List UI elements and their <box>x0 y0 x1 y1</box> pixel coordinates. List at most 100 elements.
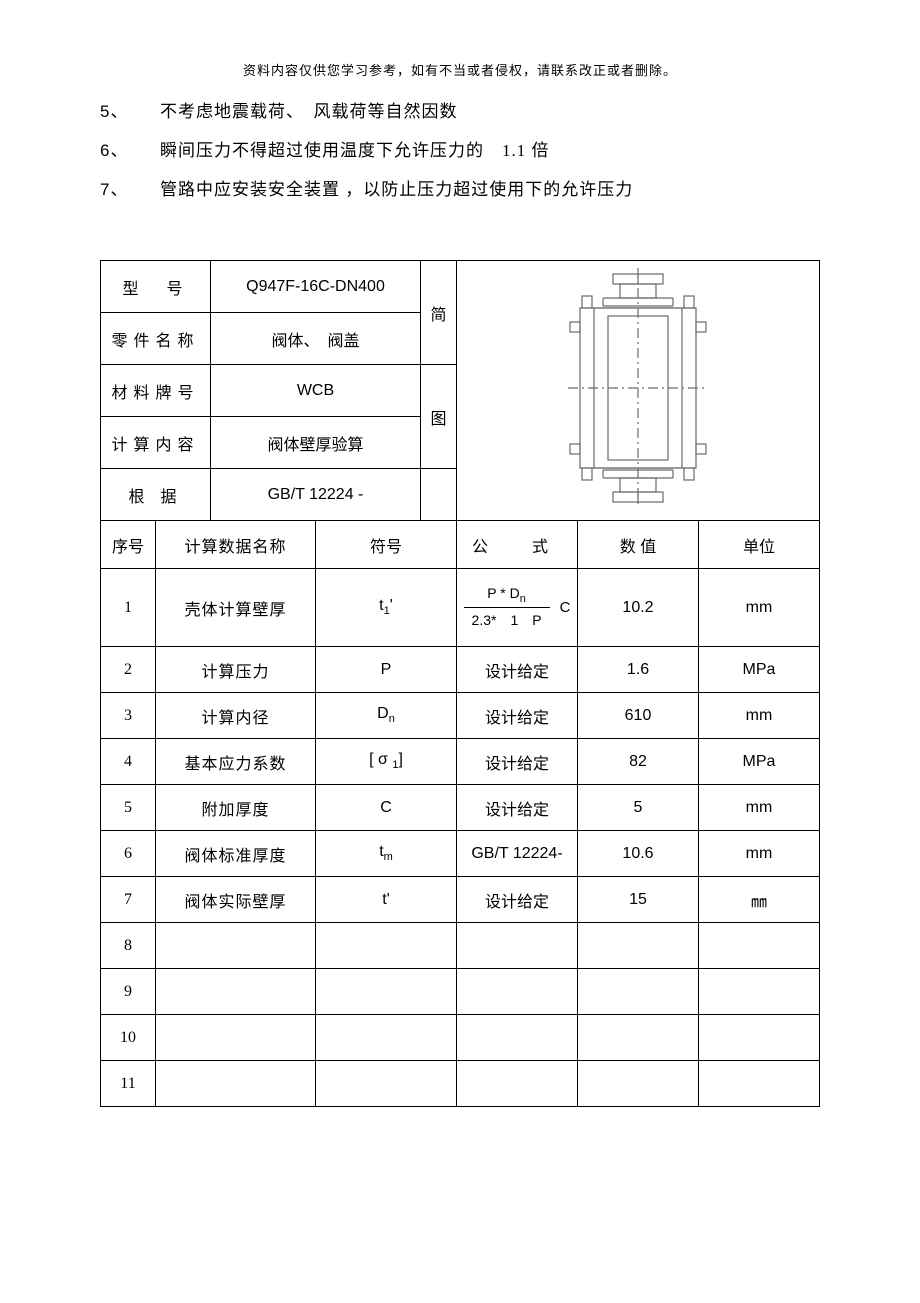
part-label: 零件名称 <box>101 313 211 365</box>
cell-unit: mm <box>699 693 820 739</box>
table-row: 7阀体实际壁厚t'设计给定15㎜ <box>101 877 820 923</box>
cell-no: 11 <box>101 1061 156 1107</box>
table-row: 6阀体标准厚度tmGB/T 12224-10.6mm <box>101 831 820 877</box>
cell-unit: MPa <box>699 739 820 785</box>
table-row: 1壳体计算壁厚t1'P * Dn2.3* 1 PC10.2mm <box>101 569 820 647</box>
cell-unit <box>699 1061 820 1107</box>
diagram-label-1: 简 <box>421 261 457 365</box>
cell-no: 9 <box>101 969 156 1015</box>
diagram-label-2: 图 <box>421 365 457 469</box>
hdr-name: 计算数据名称 <box>156 521 316 569</box>
cell-no: 7 <box>101 877 156 923</box>
cell-formula <box>457 1061 578 1107</box>
cell-no: 6 <box>101 831 156 877</box>
cell-symbol <box>316 969 457 1015</box>
list-text: 瞬间压力不得超过使用温度下允许压力的 1.1 倍 <box>160 136 820 161</box>
cell-value <box>578 1015 699 1061</box>
cell-symbol <box>316 1061 457 1107</box>
cell-value: 15 <box>578 877 699 923</box>
cell-no: 10 <box>101 1015 156 1061</box>
hdr-formula: 公 式 <box>457 521 578 569</box>
cell-value: 10.2 <box>578 569 699 647</box>
cell-symbol: [ σ 1] <box>316 739 457 785</box>
calc-header-row: 序号 计算数据名称 符号 公 式 数 值 单位 <box>101 521 820 569</box>
cell-value: 82 <box>578 739 699 785</box>
spec-table: 型 号 Q947F-16C-DN400 简 <box>100 260 820 1107</box>
cell-symbol: t1' <box>316 569 457 647</box>
cell-unit <box>699 1015 820 1061</box>
table-row: 8 <box>101 923 820 969</box>
cell-formula <box>457 1015 578 1061</box>
cell-unit: mm <box>699 831 820 877</box>
cell-value: 610 <box>578 693 699 739</box>
content-label: 计算内容 <box>101 417 211 469</box>
list-no: 6、 <box>100 136 160 161</box>
notes-list: 5、 不考虑地震载荷、 风载荷等自然因数 6、 瞬间压力不得超过使用温度下允许压… <box>100 97 820 200</box>
cell-unit <box>699 969 820 1015</box>
valve-diagram-icon <box>457 268 819 508</box>
cell-name <box>156 1061 316 1107</box>
cell-unit: ㎜ <box>699 877 820 923</box>
table-row: 5附加厚度C设计给定5mm <box>101 785 820 831</box>
hdr-symbol: 符号 <box>316 521 457 569</box>
material-value: WCB <box>211 365 421 417</box>
cell-value: 10.6 <box>578 831 699 877</box>
cell-formula: 设计给定 <box>457 877 578 923</box>
cell-no: 5 <box>101 785 156 831</box>
cell-unit <box>699 923 820 969</box>
cell-symbol: Dn <box>316 693 457 739</box>
cell-symbol <box>316 923 457 969</box>
cell-value <box>578 969 699 1015</box>
cell-no: 8 <box>101 923 156 969</box>
table-row: 9 <box>101 969 820 1015</box>
cell-name <box>156 923 316 969</box>
hdr-unit: 单位 <box>699 521 820 569</box>
list-text: 管路中应安装安全装置 ，以防止压力超过使用下的允许压力 <box>160 175 820 200</box>
cell-formula: 设计给定 <box>457 739 578 785</box>
cell-unit: mm <box>699 785 820 831</box>
cell-name: 壳体计算壁厚 <box>156 569 316 647</box>
table-row: 10 <box>101 1015 820 1061</box>
cell-name: 阀体实际壁厚 <box>156 877 316 923</box>
cell-symbol: tm <box>316 831 457 877</box>
cell-name: 附加厚度 <box>156 785 316 831</box>
cell-name: 基本应力系数 <box>156 739 316 785</box>
list-item: 7、 管路中应安装安全装置 ，以防止压力超过使用下的允许压力 <box>100 175 820 200</box>
cell-formula <box>457 969 578 1015</box>
part-value: 阀体、 阀盖 <box>211 313 421 365</box>
cell-name: 计算内径 <box>156 693 316 739</box>
hdr-value: 数 值 <box>578 521 699 569</box>
diagram-label-blank <box>421 469 457 521</box>
cell-no: 4 <box>101 739 156 785</box>
table-row: 2计算压力P设计给定1.6MPa <box>101 647 820 693</box>
cell-value: 1.6 <box>578 647 699 693</box>
cell-formula: GB/T 12224- <box>457 831 578 877</box>
cell-value: 5 <box>578 785 699 831</box>
cell-symbol: C <box>316 785 457 831</box>
cell-unit: MPa <box>699 647 820 693</box>
cell-symbol: P <box>316 647 457 693</box>
cell-formula: 设计给定 <box>457 647 578 693</box>
model-label: 型 号 <box>101 261 211 313</box>
list-no: 5、 <box>100 97 160 122</box>
hdr-no: 序号 <box>101 521 156 569</box>
cell-name: 计算压力 <box>156 647 316 693</box>
cell-no: 1 <box>101 569 156 647</box>
list-item: 6、 瞬间压力不得超过使用温度下允许压力的 1.1 倍 <box>100 136 820 161</box>
cell-value <box>578 923 699 969</box>
cell-unit: mm <box>699 569 820 647</box>
basis-label: 根 据 <box>101 469 211 521</box>
cell-no: 3 <box>101 693 156 739</box>
cell-value <box>578 1061 699 1107</box>
diagram-cell <box>457 261 820 521</box>
cell-name <box>156 969 316 1015</box>
material-label: 材料牌号 <box>101 365 211 417</box>
cell-no: 2 <box>101 647 156 693</box>
header-note: 资料内容仅供您学习参考，如有不当或者侵权，请联系改正或者删除。 <box>100 60 820 79</box>
table-row: 3计算内径Dn设计给定610mm <box>101 693 820 739</box>
content-value: 阀体壁厚验算 <box>211 417 421 469</box>
cell-name <box>156 1015 316 1061</box>
cell-symbol <box>316 1015 457 1061</box>
cell-formula: 设计给定 <box>457 693 578 739</box>
cell-symbol: t' <box>316 877 457 923</box>
